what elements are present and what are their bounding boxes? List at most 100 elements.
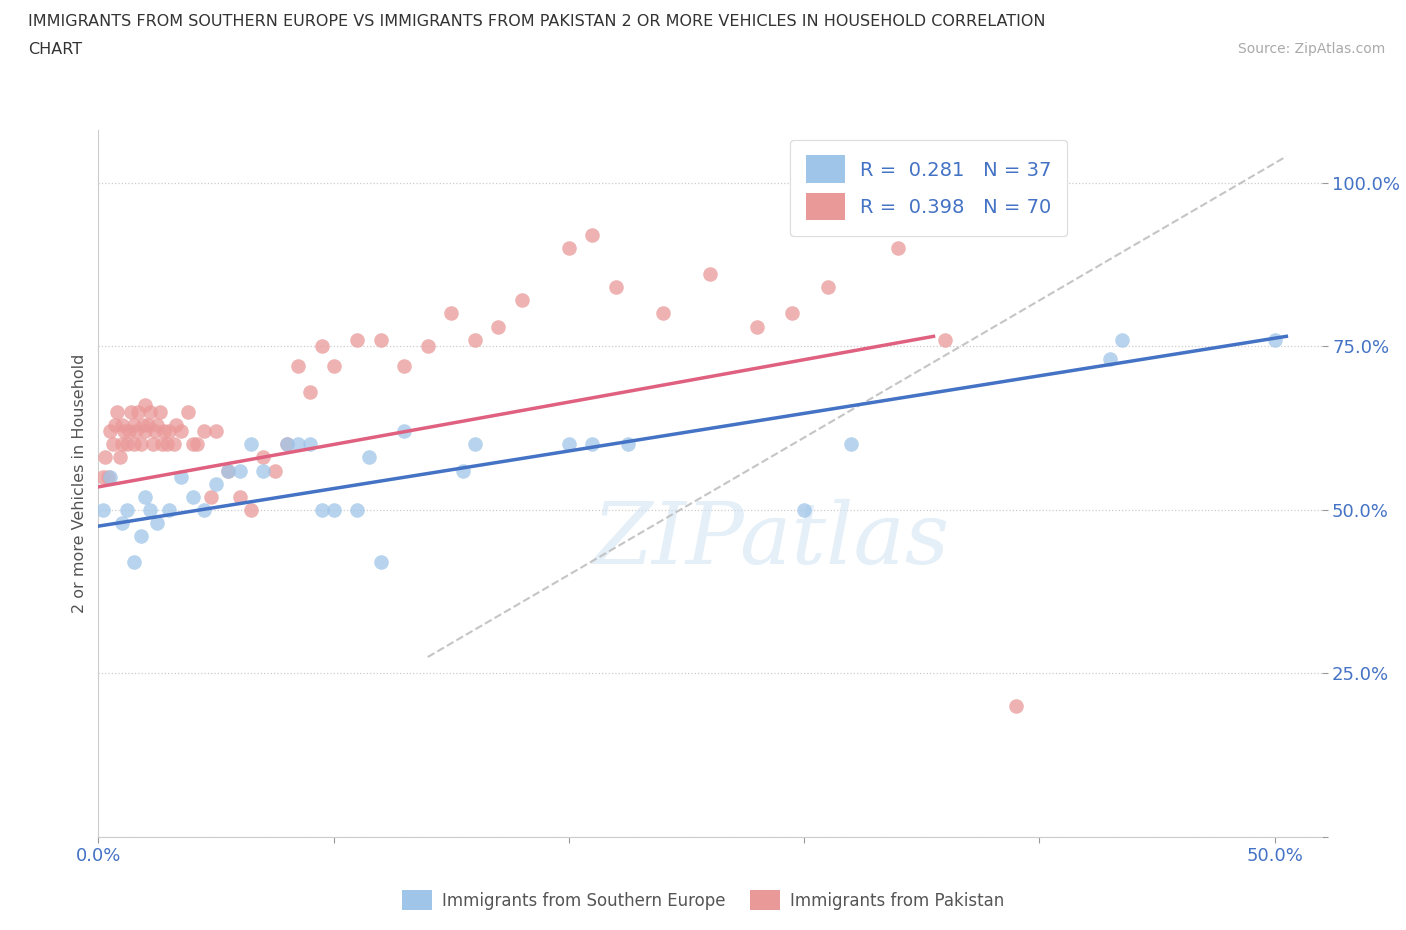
Point	[322, 502, 344, 517]
Point	[104, 418, 127, 432]
Point	[91, 470, 114, 485]
Point	[287, 437, 309, 452]
Point	[817, 280, 839, 295]
Point	[558, 437, 581, 452]
Point	[1098, 352, 1121, 366]
Point	[97, 470, 120, 485]
Point	[98, 470, 121, 485]
Point	[228, 489, 250, 504]
Point	[793, 502, 815, 517]
Point	[125, 424, 148, 439]
Point	[299, 437, 322, 452]
Point	[228, 463, 250, 478]
Point	[136, 418, 159, 432]
Point	[322, 358, 344, 373]
Point	[101, 437, 124, 452]
Point	[887, 241, 910, 256]
Point	[440, 306, 463, 321]
Point	[252, 463, 274, 478]
Point	[217, 463, 239, 478]
Point	[311, 339, 333, 353]
Text: CHART: CHART	[28, 42, 82, 57]
Point	[745, 319, 768, 334]
Point	[311, 502, 333, 517]
Point	[1111, 332, 1133, 347]
Point	[217, 463, 239, 478]
Point	[558, 241, 581, 256]
Y-axis label: 2 or more Vehicles in Household: 2 or more Vehicles in Household	[72, 354, 87, 613]
Point	[149, 405, 172, 419]
Point	[205, 476, 228, 491]
Point	[510, 293, 533, 308]
Point	[139, 502, 162, 517]
Point	[392, 358, 416, 373]
Point	[193, 502, 215, 517]
Point	[120, 405, 142, 419]
Point	[132, 418, 155, 432]
Point	[181, 437, 204, 452]
Point	[122, 418, 145, 432]
Point	[111, 437, 134, 452]
Point	[276, 437, 298, 452]
Point	[165, 418, 187, 432]
Point	[98, 424, 121, 439]
Point	[252, 450, 274, 465]
Point	[115, 437, 138, 452]
Point	[115, 502, 138, 517]
Point	[416, 339, 439, 353]
Point	[91, 502, 114, 517]
Text: ZIPatlas: ZIPatlas	[592, 498, 950, 581]
Point	[839, 437, 862, 452]
Point	[581, 437, 603, 452]
Point	[111, 418, 134, 432]
Point	[240, 437, 263, 452]
Point	[134, 489, 156, 504]
Point	[357, 450, 380, 465]
Point	[392, 424, 416, 439]
Point	[153, 424, 176, 439]
Point	[157, 502, 180, 517]
Point	[118, 424, 141, 439]
Point	[581, 228, 603, 243]
Point	[486, 319, 509, 334]
Point	[464, 332, 486, 347]
Point	[122, 554, 145, 569]
Point	[200, 489, 222, 504]
Point	[181, 489, 204, 504]
Point	[240, 502, 263, 517]
Point	[94, 450, 117, 465]
Point	[105, 405, 128, 419]
Point	[134, 424, 156, 439]
Point	[263, 463, 285, 478]
Point	[127, 405, 149, 419]
Point	[146, 515, 169, 530]
Point	[616, 437, 638, 452]
Text: Source: ZipAtlas.com: Source: ZipAtlas.com	[1237, 42, 1385, 56]
Point	[170, 470, 193, 485]
Point	[287, 358, 309, 373]
Point	[112, 424, 135, 439]
Point	[370, 554, 392, 569]
Point	[1004, 698, 1026, 713]
Point	[150, 437, 173, 452]
Point	[177, 405, 200, 419]
Point	[146, 418, 169, 432]
Point	[464, 437, 486, 452]
Legend: R =  0.281   N = 37, R =  0.398   N = 70: R = 0.281 N = 37, R = 0.398 N = 70	[790, 140, 1067, 236]
Point	[934, 332, 956, 347]
Point	[605, 280, 627, 295]
Point	[170, 424, 193, 439]
Point	[134, 398, 156, 413]
Point	[782, 306, 804, 321]
Point	[205, 424, 228, 439]
Point	[108, 450, 131, 465]
Point	[346, 502, 368, 517]
Point	[122, 437, 145, 452]
Point	[156, 437, 179, 452]
Point	[370, 332, 392, 347]
Point	[276, 437, 298, 452]
Text: IMMIGRANTS FROM SOUTHERN EUROPE VS IMMIGRANTS FROM PAKISTAN 2 OR MORE VEHICLES I: IMMIGRANTS FROM SOUTHERN EUROPE VS IMMIG…	[28, 14, 1046, 29]
Point	[451, 463, 474, 478]
Point	[346, 332, 368, 347]
Point	[129, 528, 152, 543]
